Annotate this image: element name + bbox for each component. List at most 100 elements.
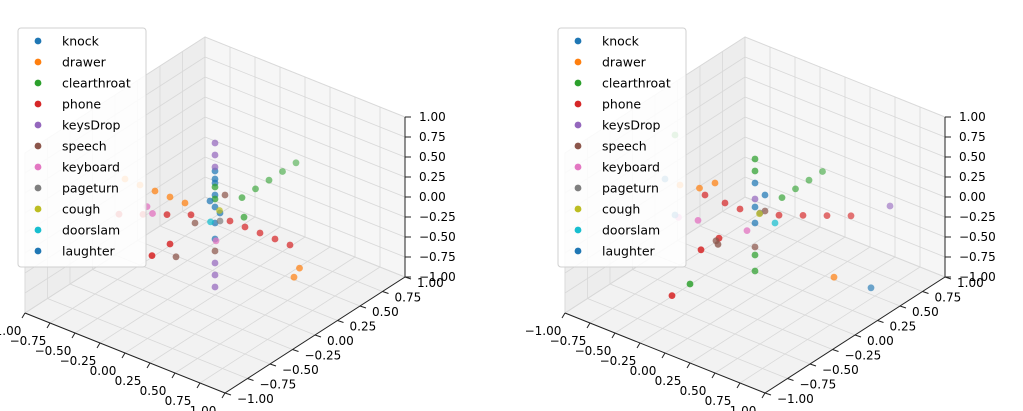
data-point-clearthroat <box>686 280 694 288</box>
data-point-drawer <box>151 187 159 195</box>
y-tick <box>944 276 952 280</box>
data-point-clearthroat <box>265 176 273 184</box>
x-tick-label: −0.25 <box>60 354 97 368</box>
x-tick-label: −1.00 <box>0 324 21 338</box>
x-tick-label: 0.75 <box>705 394 732 408</box>
data-point-phone <box>721 199 729 207</box>
z-tick-label: −1.00 <box>959 270 996 284</box>
z-tick-label: 0.00 <box>959 190 986 204</box>
x-tick <box>146 362 151 369</box>
legend-label-drawer: drawer <box>602 55 647 70</box>
y-tick-label: −0.25 <box>305 349 342 363</box>
y-tick-label: −0.75 <box>800 378 837 392</box>
data-point-clearthroat <box>751 155 759 163</box>
data-point-cough <box>756 210 763 218</box>
x-tick <box>761 392 766 399</box>
legend-label-knock: knock <box>62 34 100 49</box>
z-tick-label: 0.25 <box>419 170 446 184</box>
x-tick <box>586 322 591 329</box>
data-point-drawer <box>181 199 189 207</box>
legend-label-speech: speech <box>602 139 647 154</box>
x-tick-label: 0.50 <box>140 384 167 398</box>
data-point-phone <box>668 292 676 299</box>
legend-label-pageturn: pageturn <box>602 181 659 196</box>
data-point-drawer <box>830 273 838 281</box>
legend-marker-doorslam <box>34 226 42 234</box>
y-tick-label: 0.00 <box>867 334 894 348</box>
legend-label-keysDrop: keysDrop <box>602 118 661 133</box>
x-tick <box>121 352 126 359</box>
data-point-phone <box>148 252 156 259</box>
legend-marker-drawer <box>34 58 42 66</box>
data-point-clearthroat <box>751 167 759 175</box>
data-point-keysDrop <box>211 283 219 291</box>
data-point-speech <box>211 247 219 255</box>
data-point-pageturn <box>216 217 224 225</box>
legend-label-phone: phone <box>62 97 101 112</box>
x-tick <box>221 392 226 399</box>
x-tick-label: 1.00 <box>730 404 757 411</box>
y-tick <box>854 334 862 338</box>
x-tick <box>196 382 201 389</box>
y-tick-label: −1.00 <box>777 392 814 406</box>
data-point-phone <box>823 212 831 220</box>
x-tick <box>686 362 691 369</box>
z-tick-label: 0.00 <box>419 190 446 204</box>
grid-line <box>204 56 406 138</box>
x-tick <box>21 312 26 319</box>
z-tick-label: 1.00 <box>959 110 986 124</box>
data-point-keyboard <box>743 227 751 235</box>
z-tick-label: 0.25 <box>959 170 986 184</box>
data-point-speech <box>714 241 722 248</box>
grid-line <box>137 240 338 321</box>
data-point-keysDrop <box>211 271 219 279</box>
data-point-keysDrop <box>211 151 219 159</box>
x-tick <box>661 352 666 359</box>
legend-marker-clearthroat <box>574 79 582 87</box>
data-point-speech <box>751 243 759 251</box>
legend-label-pageturn: pageturn <box>62 181 119 196</box>
data-point-phone <box>241 223 249 231</box>
y-tick-label: 0.50 <box>912 305 939 319</box>
z-tick-label: 0.50 <box>959 150 986 164</box>
data-point-clearthroat <box>751 251 759 259</box>
data-point-laughter <box>211 175 219 183</box>
legend-marker-knock <box>574 37 582 45</box>
grid-line <box>204 76 406 158</box>
data-point-phone <box>271 235 279 243</box>
data-point-clearthroat <box>292 159 300 167</box>
data-point-keysDrop <box>751 195 759 203</box>
legend-label-clearthroat: clearthroat <box>602 76 671 91</box>
legend <box>557 27 687 268</box>
data-point-phone <box>799 212 807 219</box>
data-point-phone <box>736 205 744 213</box>
data-point-knock <box>751 179 759 187</box>
legend-label-keyboard: keyboard <box>602 160 660 175</box>
legend-label-keysDrop: keysDrop <box>62 118 121 133</box>
z-tick-label: −1.00 <box>419 270 456 284</box>
x-tick <box>71 332 76 339</box>
z-tick-label: 0.75 <box>419 130 446 144</box>
data-point-speech <box>172 253 180 261</box>
grid-line <box>744 196 946 278</box>
legend-label-clearthroat: clearthroat <box>62 76 131 91</box>
data-point-keysDrop <box>211 259 219 267</box>
data-point-drawer <box>290 273 298 281</box>
x-tick-label: 0.25 <box>115 374 142 388</box>
x-tick-label: 0.00 <box>90 364 117 378</box>
grid-line <box>159 225 361 307</box>
x-tick-label: 0.00 <box>630 364 657 378</box>
data-point-clearthroat <box>792 185 799 193</box>
y-tick-label: 0.00 <box>327 334 354 348</box>
x-tick <box>171 372 176 379</box>
y-tick <box>877 320 884 323</box>
grid-line <box>689 246 871 364</box>
data-point-phone <box>187 211 195 219</box>
data-point-phone <box>697 246 705 254</box>
x-tick <box>561 312 566 319</box>
grid-line <box>739 266 921 384</box>
data-point-knock <box>761 191 769 199</box>
legend-label-keyboard: keyboard <box>62 160 120 175</box>
x-tick-label: −0.50 <box>35 344 72 358</box>
grid-line <box>744 96 946 178</box>
